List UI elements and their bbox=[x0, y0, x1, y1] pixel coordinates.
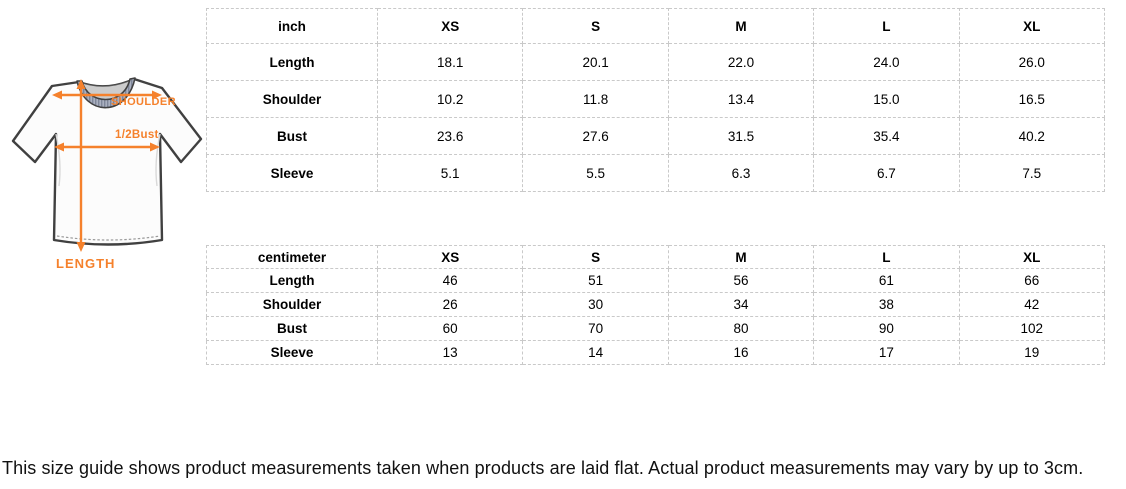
size-guide-footnote: This size guide shows product measuremen… bbox=[2, 458, 1084, 478]
measurement-row: Shoulder 26 30 34 38 42 bbox=[206, 292, 1106, 317]
unit-header-cell: centimeter bbox=[206, 245, 378, 269]
unit-header-cell: inch bbox=[206, 8, 378, 44]
measurement-value-cell: 40.2 bbox=[958, 117, 1106, 155]
size-column-header: M bbox=[667, 245, 815, 269]
measurement-value-cell: 11.8 bbox=[522, 80, 669, 118]
size-column-header: L bbox=[813, 8, 960, 44]
measurement-row: Sleeve 5.1 5.5 6.3 6.7 7.5 bbox=[206, 154, 1106, 192]
measurement-value-cell: 10.2 bbox=[376, 80, 524, 118]
length-label: LENGTH bbox=[56, 256, 115, 271]
measurement-row: Length 18.1 20.1 22.0 24.0 26.0 bbox=[206, 43, 1106, 81]
measurement-value-cell: 80 bbox=[667, 316, 815, 341]
measurement-value-cell: 26 bbox=[376, 292, 524, 317]
measurement-row: Length 46 51 56 61 66 bbox=[206, 268, 1106, 293]
measurement-value-cell: 46 bbox=[376, 268, 524, 293]
measurement-row-label: Length bbox=[206, 268, 378, 293]
size-table-header-row: inch XS S M L XL bbox=[206, 8, 1106, 44]
measurement-row: Bust 23.6 27.6 31.5 35.4 40.2 bbox=[206, 117, 1106, 155]
measurement-value-cell: 13 bbox=[376, 340, 524, 365]
hem-stitch-line bbox=[56, 235, 161, 241]
bust-arrow bbox=[54, 142, 160, 152]
measurement-value-cell: 61 bbox=[813, 268, 960, 293]
measurement-value-cell: 56 bbox=[667, 268, 815, 293]
measurement-value-cell: 27.6 bbox=[522, 117, 669, 155]
measurement-value-cell: 6.3 bbox=[667, 154, 815, 192]
measurement-value-cell: 90 bbox=[813, 316, 960, 341]
bust-label: 1/2Bust bbox=[115, 129, 159, 141]
measurement-value-cell: 66 bbox=[958, 268, 1106, 293]
measurement-value-cell: 14 bbox=[522, 340, 669, 365]
measurement-row: Bust 60 70 80 90 102 bbox=[206, 316, 1106, 341]
size-column-header: L bbox=[813, 245, 960, 269]
measurement-value-cell: 60 bbox=[376, 316, 524, 341]
measurement-value-cell: 16.5 bbox=[958, 80, 1106, 118]
measurement-value-cell: 23.6 bbox=[376, 117, 524, 155]
measurement-value-cell: 34 bbox=[667, 292, 815, 317]
measurement-value-cell: 70 bbox=[522, 316, 669, 341]
measurement-value-cell: 42 bbox=[958, 292, 1106, 317]
measurement-value-cell: 16 bbox=[667, 340, 815, 365]
size-column-header: S bbox=[522, 245, 669, 269]
size-column-header: XL bbox=[958, 8, 1106, 44]
measurement-value-cell: 20.1 bbox=[522, 43, 669, 81]
shoulder-arrow bbox=[52, 90, 162, 100]
measurement-value-cell: 38 bbox=[813, 292, 960, 317]
measurement-value-cell: 30 bbox=[522, 292, 669, 317]
size-column-header: XS bbox=[376, 8, 524, 44]
measurement-value-cell: 102 bbox=[958, 316, 1106, 341]
measurement-value-cell: 7.5 bbox=[958, 154, 1106, 192]
measurement-row: Shoulder 10.2 11.8 13.4 15.0 16.5 bbox=[206, 80, 1106, 118]
measurement-row-label: Shoulder bbox=[206, 80, 378, 118]
measurement-value-cell: 15.0 bbox=[813, 80, 960, 118]
measurement-value-cell: 13.4 bbox=[667, 80, 815, 118]
length-arrow bbox=[76, 79, 86, 252]
measurement-row-label: Bust bbox=[206, 117, 378, 155]
size-column-header: M bbox=[667, 8, 815, 44]
size-table-header-row: centimeter XS S M L XL bbox=[206, 245, 1106, 269]
measurement-value-cell: 6.7 bbox=[813, 154, 960, 192]
measurement-value-cell: 24.0 bbox=[813, 43, 960, 81]
shoulder-label: SHOULDER bbox=[111, 96, 176, 108]
measurement-value-cell: 31.5 bbox=[667, 117, 815, 155]
measurement-value-cell: 51 bbox=[522, 268, 669, 293]
centimeter-size-table: centimeter XS S M L XL Length 46 51 56 61 66 Shoulde… bbox=[206, 245, 1106, 365]
measurement-value-cell: 17 bbox=[813, 340, 960, 365]
measurement-value-cell: 18.1 bbox=[376, 43, 524, 81]
measurement-row: Sleeve 13 14 16 17 19 bbox=[206, 340, 1106, 365]
tshirt-measurement-diagram: SHOULDER 1/2Bust LENGTH bbox=[5, 68, 205, 273]
size-column-header: S bbox=[522, 8, 669, 44]
size-column-header: XL bbox=[958, 245, 1106, 269]
measurement-row-label: Length bbox=[206, 43, 378, 81]
tshirt-outline bbox=[11, 77, 203, 246]
size-column-header: XS bbox=[376, 245, 524, 269]
measurement-row-label: Bust bbox=[206, 316, 378, 341]
measurement-value-cell: 26.0 bbox=[958, 43, 1106, 81]
measurement-row-label: Sleeve bbox=[206, 154, 378, 192]
measurement-value-cell: 5.1 bbox=[376, 154, 524, 192]
measurement-row-label: Shoulder bbox=[206, 292, 378, 317]
measurement-value-cell: 5.5 bbox=[522, 154, 669, 192]
inch-size-table: inch XS S M L XL Length 18.1 20.1 22.0 24.0 26.0 Sho… bbox=[206, 8, 1106, 192]
measurement-value-cell: 19 bbox=[958, 340, 1106, 365]
measurement-row-label: Sleeve bbox=[206, 340, 378, 365]
measurement-value-cell: 35.4 bbox=[813, 117, 960, 155]
measurement-value-cell: 22.0 bbox=[667, 43, 815, 81]
tshirt-diagram-svg: SHOULDER 1/2Bust LENGTH bbox=[11, 77, 203, 271]
